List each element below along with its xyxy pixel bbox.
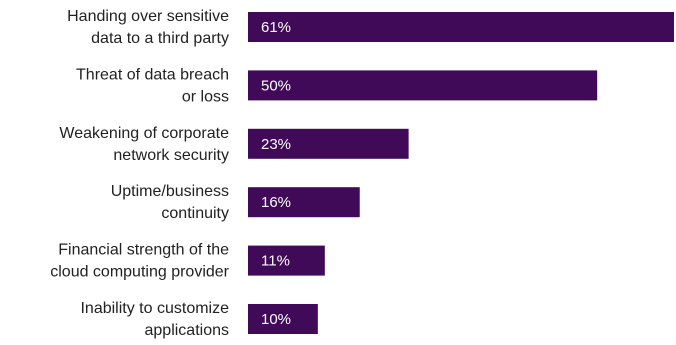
category-label-5: Inability to customize applications <box>80 300 229 339</box>
bar-5 <box>248 304 318 334</box>
value-labels: 61% 50% 23% 16% 11% 10% <box>261 19 291 328</box>
bar-0 <box>248 12 674 42</box>
bar-3 <box>248 187 360 218</box>
bars <box>248 12 674 334</box>
value-label-5: 10% <box>261 311 291 328</box>
bar-2 <box>248 128 409 159</box>
bar-1 <box>248 70 598 101</box>
category-label-1: Threat of data breach or loss <box>76 66 229 105</box>
value-label-0: 61% <box>261 19 291 36</box>
value-label-1: 50% <box>261 77 291 94</box>
category-label-3: Uptime/business continuity <box>111 183 229 222</box>
value-label-4: 11% <box>261 253 290 270</box>
category-label-4: Financial strength of the cloud computing… <box>50 242 229 281</box>
value-label-3: 16% <box>261 194 291 211</box>
category-label-2: Weakening of corporate network security <box>59 125 229 164</box>
category-labels: Handing over sensitive data to a third pa… <box>50 8 229 339</box>
category-label-0: Handing over sensitive data to a third pa… <box>67 8 229 47</box>
bar-4 <box>248 245 325 276</box>
value-label-2: 23% <box>261 136 291 153</box>
